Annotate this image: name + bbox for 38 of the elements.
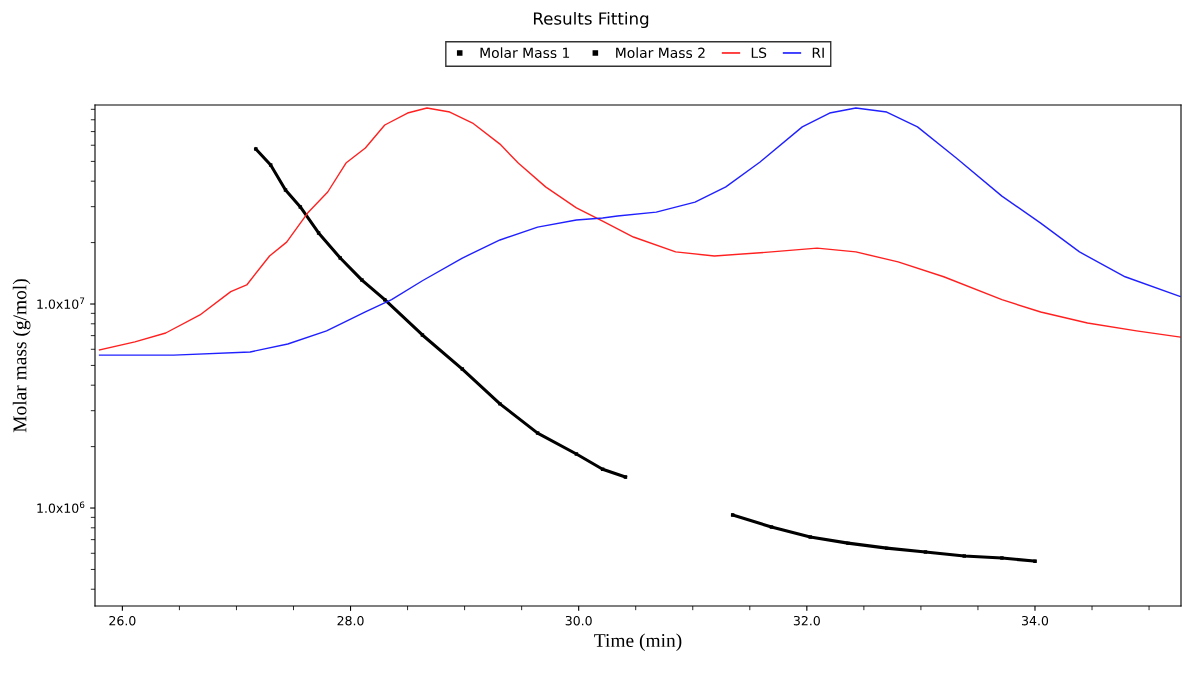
x-tick-label: 30.0 (565, 615, 592, 626)
point (460, 367, 465, 371)
point (338, 256, 342, 260)
point (360, 278, 364, 282)
point (316, 231, 321, 235)
point (268, 163, 273, 167)
point (574, 452, 579, 456)
legend-label: Molar Mass 2 (616, 47, 705, 59)
point (846, 541, 850, 545)
point (884, 546, 889, 550)
x-axis-title: Time (min) (594, 633, 682, 652)
point (420, 333, 425, 337)
point (498, 402, 502, 406)
point (923, 550, 928, 554)
y-tick-label: 1.0x10$^{6}$ (37, 501, 85, 513)
legend-label: RI (812, 47, 824, 58)
point (1033, 559, 1037, 563)
x-tick-label: 26.0 (109, 615, 136, 626)
point (808, 535, 812, 539)
point (298, 205, 303, 209)
point (1000, 556, 1004, 560)
point (600, 467, 605, 471)
chart-title: Results Fitting (533, 11, 649, 29)
point (535, 431, 540, 435)
x-tick-label: 34.0 (1022, 615, 1049, 626)
point (769, 525, 774, 529)
point (283, 188, 288, 192)
point (962, 554, 966, 558)
y-axis-title: Molar mass (g/mol) (12, 279, 31, 433)
x-tick-label: 28.0 (337, 615, 364, 626)
legend-label: LS (751, 47, 767, 59)
point (623, 475, 628, 479)
point (254, 147, 258, 151)
point (730, 513, 735, 517)
y-tick-label: 1.0x10$^{7}$ (37, 297, 85, 309)
point (383, 297, 387, 302)
legend-label: Molar Mass 1 (480, 47, 570, 59)
x-tick-label: 32.0 (793, 615, 820, 626)
